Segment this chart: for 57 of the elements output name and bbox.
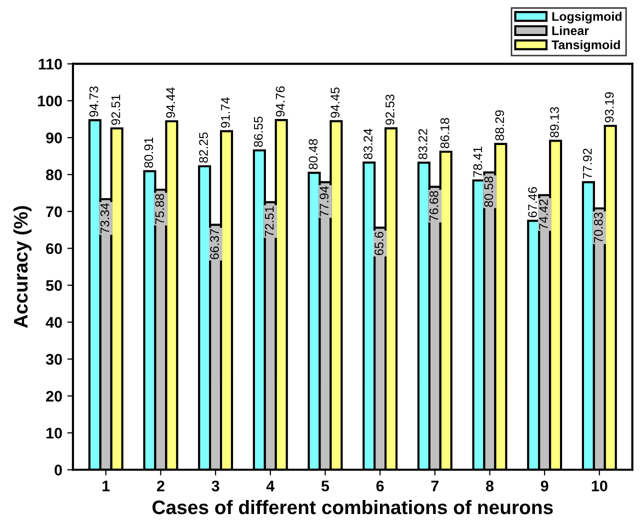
- y-tick-label: 80: [46, 169, 62, 180]
- data-label: 94.44: [166, 87, 176, 118]
- data-label: 74.42: [539, 199, 548, 230]
- data-label: 78.41: [473, 146, 482, 177]
- y-tick-label: 20: [46, 390, 62, 402]
- data-label: 94.76: [276, 86, 285, 117]
- x-tick-label: 10: [592, 480, 608, 492]
- data-label: 67.46: [528, 187, 537, 218]
- y-tick-label: 60: [46, 243, 62, 254]
- data-label: 92.51: [111, 94, 120, 125]
- data-label: 94.73: [89, 86, 98, 117]
- x-axis-title: Cases of different combinations of neurons: [152, 500, 553, 514]
- data-label: 66.37: [210, 229, 219, 260]
- data-label: 70.83: [594, 212, 603, 243]
- data-label: 86.18: [440, 118, 450, 148]
- data-label: 65.6: [374, 232, 384, 256]
- y-tick-label: 0: [54, 464, 62, 476]
- x-tick-label: 5: [321, 480, 330, 492]
- x-tick-label: 4: [266, 480, 275, 492]
- data-label: 83.24: [364, 128, 372, 160]
- x-tick-label: 8: [486, 480, 494, 492]
- y-axis-title: Accuracy (%): [13, 206, 32, 328]
- data-label: 92.53: [386, 94, 394, 125]
- data-label: 77.94: [320, 186, 329, 216]
- data-label: 72.51: [264, 206, 274, 237]
- data-label: 94.45: [330, 88, 340, 118]
- data-label: 89.13: [550, 107, 559, 138]
- data-label: 91.74: [221, 97, 230, 128]
- data-label: 77.92: [582, 148, 592, 179]
- data-label: 73.34: [100, 203, 110, 234]
- y-tick-label: 70: [46, 206, 62, 218]
- y-tick-label: 40: [46, 317, 62, 328]
- legend-label: Logsigmoid: [552, 12, 622, 24]
- y-tick-label: 90: [46, 132, 62, 144]
- data-label: 80.58: [484, 176, 494, 207]
- data-label: 83.22: [418, 129, 428, 160]
- x-tick-label: 9: [540, 480, 548, 492]
- x-tick-label: 6: [376, 480, 384, 492]
- y-tick-label: 30: [46, 354, 62, 365]
- data-label: 80.48: [308, 139, 318, 170]
- data-label: 82.25: [199, 132, 208, 163]
- legend-label: Linear: [552, 26, 589, 36]
- x-tick-label: 7: [431, 480, 438, 492]
- data-label: 93.19: [604, 92, 614, 122]
- data-label: 86.55: [254, 116, 263, 147]
- data-label: 75.88: [155, 194, 164, 224]
- x-tick-label: 1: [102, 480, 110, 492]
- y-tick-label: 100: [38, 96, 62, 106]
- data-label: 88.29: [495, 110, 504, 140]
- x-tick-label: 3: [212, 480, 220, 492]
- data-label: 80.91: [144, 138, 154, 168]
- y-tick-label: 110: [38, 58, 62, 70]
- y-tick-label: 10: [46, 428, 62, 439]
- x-tick-label: 2: [156, 480, 164, 492]
- y-tick-label: 50: [46, 280, 62, 291]
- legend-label: Tansigmoid: [552, 40, 620, 52]
- data-label: 76.68: [429, 191, 438, 222]
